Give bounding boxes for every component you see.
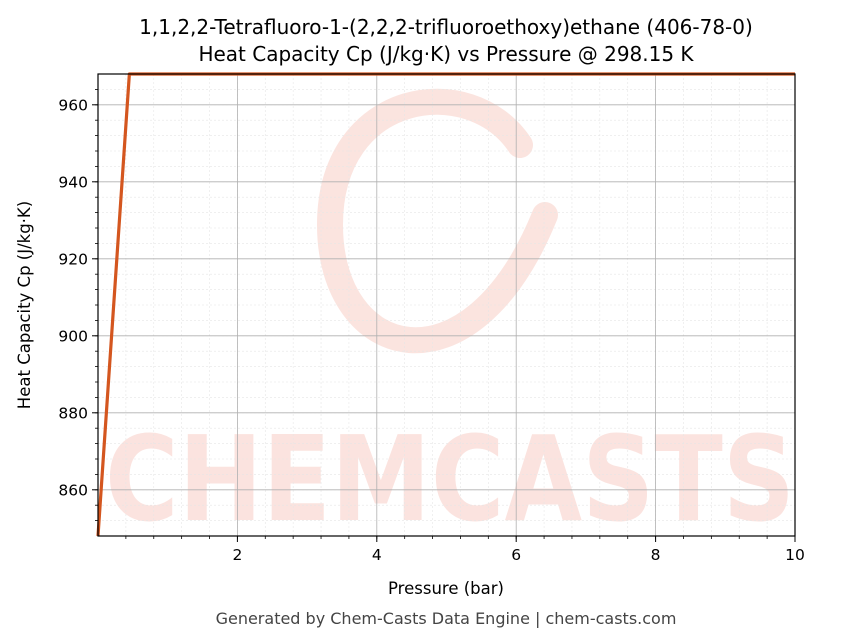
x-axis-label: Pressure (bar)	[388, 579, 504, 598]
tick-labels: 2 4 6 8 10 860 880 900 920 940 960	[58, 96, 804, 564]
y-tick-label: 940	[58, 173, 88, 191]
x-tick-label: 6	[511, 546, 521, 564]
x-tick-label: 2	[232, 546, 242, 564]
y-tick-label: 860	[58, 481, 88, 499]
axis-ticks	[92, 89, 796, 542]
y-axis-label: Heat Capacity Cp (J/kg·K)	[15, 201, 34, 409]
chart-title: 1,1,2,2-Tetrafluoro-1-(2,2,2-trifluoroet…	[139, 15, 753, 39]
x-tick-label: 4	[372, 546, 382, 564]
watermark-text: CHEMCASTS	[105, 410, 795, 548]
watermark: CHEMCASTS	[105, 88, 795, 548]
chart-subtitle: Heat Capacity Cp (J/kg·K) vs Pressure @ …	[198, 42, 694, 66]
y-tick-label: 900	[58, 327, 88, 345]
watermark-logo-swoosh	[316, 88, 558, 354]
x-tick-label: 10	[785, 546, 805, 564]
x-tick-label: 8	[651, 546, 661, 564]
y-tick-label: 960	[58, 96, 88, 114]
footer-credit: Generated by Chem-Casts Data Engine | ch…	[216, 609, 677, 628]
y-tick-label: 880	[58, 404, 88, 422]
y-tick-label: 920	[58, 250, 88, 268]
